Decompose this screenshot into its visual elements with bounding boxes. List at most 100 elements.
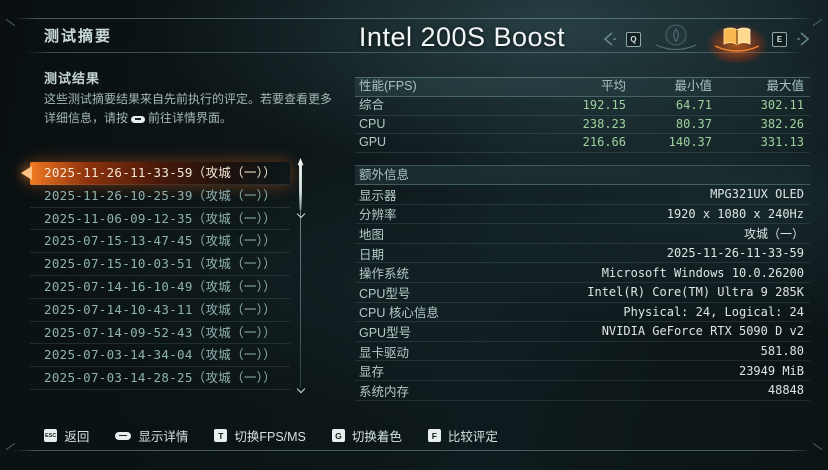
footer-action-label: 显示详情: [138, 430, 189, 444]
benchmark-list-item[interactable]: 2025-07-15-13-47-45（攻城（一））: [30, 230, 290, 254]
description-text-before: 这些测试摘要结果来自先前执行的评定。若要查看更多详细信息，请按: [44, 92, 333, 126]
info-row-label: 显卡驱动: [359, 345, 410, 360]
performance-max-value: 382.26: [760, 116, 804, 131]
footer-action[interactable]: ESC 返回: [44, 426, 89, 445]
result-list-scrollbar[interactable]: [296, 158, 305, 394]
info-row-value: MPG321UX OLED: [710, 187, 804, 202]
info-row-value: NVIDIA GeForce RTX 5090 D v2: [601, 324, 804, 339]
key-hint-icon: [115, 431, 132, 440]
next-tab-key-hint: E: [772, 31, 787, 47]
scrollbar-track[interactable]: [300, 164, 301, 388]
info-row-value: 581.80: [760, 344, 804, 359]
info-row-value: 48848: [767, 383, 804, 398]
open-book-icon: [714, 27, 760, 52]
bottom-divider: [14, 450, 812, 451]
footer-action-label: 比较评定: [447, 430, 498, 444]
scrollbar-down-arrow-icon[interactable]: [296, 384, 305, 394]
extra-info-table: 额外信息 显示器 MPG321UX OLED 分辨率 1920 x 1080 x…: [355, 165, 810, 401]
info-row: 显示器 MPG321UX OLED: [355, 185, 810, 205]
benchmark-list-item[interactable]: 2025-07-14-10-43-11（攻城（一））: [30, 299, 290, 322]
info-row: 操作系统 Microsoft Windows 10.0.26200: [355, 263, 810, 283]
results-section-title: 测试结果: [44, 71, 101, 86]
performance-max-value: 302.11: [760, 97, 804, 112]
info-row-label: GPU型号: [359, 325, 412, 340]
performance-min-value: 140.37: [668, 135, 712, 150]
scrollbar-thumb-arrow-icon: [296, 209, 305, 219]
footer-action[interactable]: G 切换着色: [331, 426, 402, 445]
benchmark-list-item[interactable]: 2025-11-26-11-33-59（攻城（一））: [30, 162, 290, 185]
benchmark-list-item[interactable]: 2025-11-26-10-25-39（攻城（一））: [30, 185, 290, 208]
info-row: 地图 攻城（一）: [355, 224, 810, 244]
performance-row: CPU 238.23 80.37 382.26: [355, 116, 810, 135]
performance-row-label: 综合: [359, 97, 385, 112]
description-text-after: 前往详情界面。: [148, 111, 233, 126]
benchmark-list-item[interactable]: 2025-07-14-16-10-49（攻城（一））: [30, 276, 290, 299]
performance-row-label: GPU: [359, 135, 387, 150]
column-avg: 平均: [600, 79, 626, 93]
info-row: 显存 23949 MiB: [355, 361, 810, 381]
info-row-value: 2025-11-26-11-33-59: [666, 246, 804, 261]
footer-action[interactable]: T 切换FPS/MS: [214, 426, 306, 445]
bottom-divider-tip-left: [5, 442, 16, 451]
benchmark-list-item[interactable]: 2025-07-03-14-34-04（攻城（一））: [30, 344, 290, 368]
performance-min-value: 80.37: [675, 116, 712, 131]
performance-title: 性能(FPS): [359, 79, 417, 93]
info-row: CPU 核心信息 Physical: 24, Logical: 24: [355, 303, 810, 323]
panel-title: 测试摘要: [44, 28, 113, 45]
info-row-label: 操作系统: [359, 267, 410, 282]
tab-overview-emblem[interactable]: [650, 23, 702, 55]
scrollbar-thumb[interactable]: [297, 158, 304, 210]
main-title: Intel 200S Boost: [358, 22, 566, 52]
top-divider-tip-right: [812, 18, 823, 27]
key-hint-icon: G: [331, 429, 345, 442]
info-row-label: 系统内存: [359, 384, 410, 399]
info-row: 日期 2025-11-26-11-33-59: [355, 244, 810, 264]
info-row-label: 地图: [359, 227, 385, 242]
key-hint-icon: F: [427, 429, 441, 442]
info-row-value: Intel(R) Core(TM) Ultra 9 285K: [587, 285, 804, 300]
benchmark-list-item[interactable]: 2025-07-15-10-03-51（攻城（一））: [30, 253, 290, 276]
info-row: CPU型号 Intel(R) Core(TM) Ultra 9 285K: [355, 283, 810, 303]
benchmark-list-item[interactable]: 2025-11-06-09-12-35（攻城（一））: [30, 208, 290, 231]
info-row: 系统内存 48848: [355, 381, 810, 401]
info-row-label: CPU型号: [359, 286, 411, 301]
info-row-value: Physical: 24, Logical: 24: [623, 304, 804, 319]
key-hint-icon: ESC: [44, 429, 58, 442]
footer-action-label: 切换FPS/MS: [234, 430, 306, 444]
header-divider: [26, 52, 802, 53]
info-row-value: 23949 MiB: [738, 363, 804, 378]
chevron-right-icon: [797, 32, 810, 46]
benchmark-result-list: 2025-11-26-11-33-59（攻城（一）） 2025-11-26-10…: [30, 162, 290, 390]
bottom-divider-tip-right: [812, 442, 823, 451]
tab-summary-book[interactable]: [701, 19, 773, 63]
info-row-label: 显存: [359, 365, 385, 380]
footer-action[interactable]: F 比较评定: [427, 426, 498, 445]
performance-avg-value: 216.66: [582, 135, 626, 150]
performance-table: 性能(FPS) 平均 最小值 最大值 综合 192.15 64.71 302.1…: [355, 77, 810, 154]
extra-info-title: 额外信息: [355, 165, 810, 185]
performance-avg-value: 238.23: [582, 116, 626, 131]
enter-key-icon: [131, 115, 146, 123]
info-row-value: Microsoft Windows 10.0.26200: [601, 265, 804, 280]
footer-action[interactable]: 显示详情: [115, 426, 188, 445]
performance-table-header: 性能(FPS) 平均 最小值 最大值: [355, 77, 810, 97]
benchmark-list-item[interactable]: 2025-07-03-14-28-25（攻城（一））: [30, 367, 290, 390]
info-row: 显卡驱动 581.80: [355, 342, 810, 362]
performance-max-value: 331.13: [760, 135, 804, 150]
key-hint-icon: T: [214, 429, 228, 442]
info-row-value: 1920 x 1080 x 240Hz: [666, 206, 804, 221]
footer-action-bar: ESC 返回 显示详情 T 切换FPS/MS G 切换着色 F 比较评定: [44, 426, 498, 445]
performance-table-body: 综合 192.15 64.71 302.11 CPU 238.23 80.37 …: [355, 97, 810, 154]
extra-info-body: 显示器 MPG321UX OLED 分辨率 1920 x 1080 x 240H…: [355, 185, 810, 401]
info-row-label: 分辨率: [359, 208, 397, 223]
info-row: GPU型号 NVIDIA GeForce RTX 5090 D v2: [355, 322, 810, 342]
info-row-label: 显示器: [359, 188, 397, 203]
footer-action-label: 返回: [64, 430, 90, 444]
info-row: 分辨率 1920 x 1080 x 240Hz: [355, 205, 810, 225]
benchmark-list-item[interactable]: 2025-07-14-09-52-43（攻城（一））: [30, 322, 290, 345]
info-row-value: 攻城（一）: [743, 226, 804, 241]
column-min: 最小值: [674, 79, 712, 93]
column-max: 最大值: [766, 79, 804, 93]
performance-avg-value: 192.15: [582, 97, 626, 112]
